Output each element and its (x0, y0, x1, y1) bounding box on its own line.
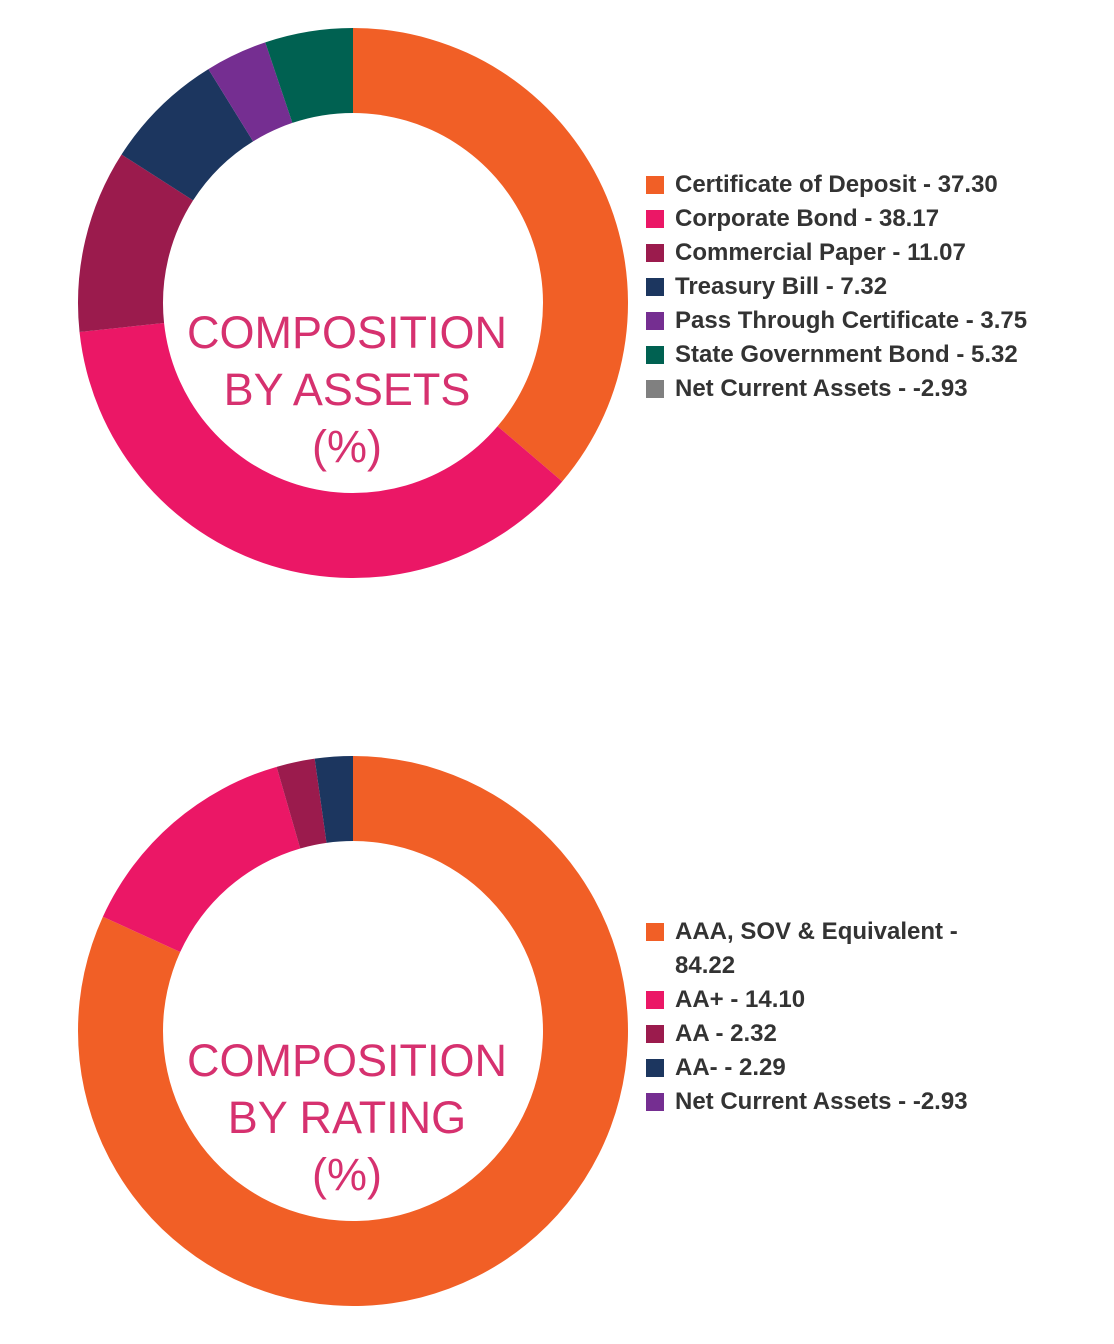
rating-title-line-1: COMPOSITION (186, 1035, 507, 1086)
legend-swatch (646, 278, 664, 296)
legend-label: Pass Through Certificate - 3.75 (675, 307, 1028, 334)
legend-item-corporate-bond: Corporate Bond - 38.17 (646, 202, 1076, 236)
rating-title-line-3: (%) (312, 1149, 382, 1200)
composition-by-rating-chart: COMPOSITION BY RATING (%) AAA, SOV & Equ… (0, 728, 1114, 1328)
rating-title-line-2: BY RATING (227, 1092, 467, 1143)
legend-label: Commercial Paper - 11.07 (675, 239, 966, 266)
slice-commercial-paper (78, 154, 194, 332)
legend-label: Corporate Bond - 38.17 (675, 205, 940, 232)
legend-item-treasury-bill: Treasury Bill - 7.32 (646, 270, 1076, 304)
legend-item-aa: AA+ - 14.10 (646, 983, 1016, 1017)
legend-label: Net Current Assets - -2.93 (675, 375, 968, 402)
legend-label: AA - 2.32 (675, 1020, 777, 1047)
composition-by-assets-chart: COMPOSITION BY ASSETS (%) Certificate of… (0, 0, 1114, 600)
legend-item-net-current-assets: Net Current Assets - -2.93 (646, 372, 1076, 406)
legend-swatch (646, 176, 664, 194)
legend-item-aa: AA - 2.32 (646, 1017, 1016, 1051)
legend-swatch (646, 346, 664, 364)
legend-item-state-government-bond: State Government Bond - 5.32 (646, 338, 1076, 372)
slice-corporate-bond (79, 322, 563, 578)
assets-donut (78, 28, 628, 578)
rating-legend: AAA, SOV & Equivalent - 84.22 AA+ - 14.10… (646, 915, 1016, 1119)
legend-item-net-current-assets: Net Current Assets - -2.93 (646, 1085, 1016, 1119)
legend-label: Treasury Bill - 7.32 (675, 273, 888, 300)
legend-label: AAA, SOV & Equivalent - 84.22 (675, 918, 958, 979)
legend-label: State Government Bond - 5.32 (675, 341, 1018, 368)
legend-item-aa: AA- - 2.29 (646, 1051, 1016, 1085)
legend-item-aaa-sov-equivalent: AAA, SOV & Equivalent - 84.22 (646, 915, 1016, 983)
legend-swatch (646, 1059, 664, 1077)
assets-title-line-3: (%) (312, 421, 382, 472)
legend-swatch (646, 1025, 664, 1043)
rating-donut (78, 756, 628, 1306)
slice-pass-through-certificate (208, 42, 293, 142)
legend-item-commercial-paper: Commercial Paper - 11.07 (646, 236, 1076, 270)
legend-label: Net Current Assets - -2.93 (675, 1088, 968, 1115)
slice-aa (102, 766, 301, 953)
assets-title-line-1: COMPOSITION (186, 307, 507, 358)
assets-title-line-2: BY ASSETS (223, 364, 471, 415)
legend-label: AA+ - 14.10 (675, 986, 806, 1013)
rating-center-title: COMPOSITION BY RATING (%) (147, 1032, 547, 1203)
legend-swatch (646, 923, 664, 941)
slice-aa (276, 758, 327, 849)
slice-aa (314, 756, 353, 843)
legend-swatch (646, 312, 664, 330)
legend-swatch (646, 991, 664, 1009)
legend-label: Certificate of Deposit - 37.30 (675, 171, 998, 198)
legend-swatch (646, 244, 664, 262)
legend-swatch (646, 380, 664, 398)
slice-aaa-sov-equivalent (78, 756, 628, 1306)
slice-state-government-bond (265, 28, 353, 123)
legend-item-pass-through-certificate: Pass Through Certificate - 3.75 (646, 304, 1076, 338)
slice-certificate-of-deposit (353, 28, 628, 482)
assets-center-title: COMPOSITION BY ASSETS (%) (147, 304, 547, 475)
legend-item-certificate-of-deposit: Certificate of Deposit - 37.30 (646, 168, 1076, 202)
assets-legend: Certificate of Deposit - 37.30 Corporate … (646, 168, 1076, 406)
slice-treasury-bill (121, 69, 254, 201)
legend-label: AA- - 2.29 (675, 1054, 786, 1081)
legend-swatch (646, 210, 664, 228)
legend-swatch (646, 1093, 664, 1111)
